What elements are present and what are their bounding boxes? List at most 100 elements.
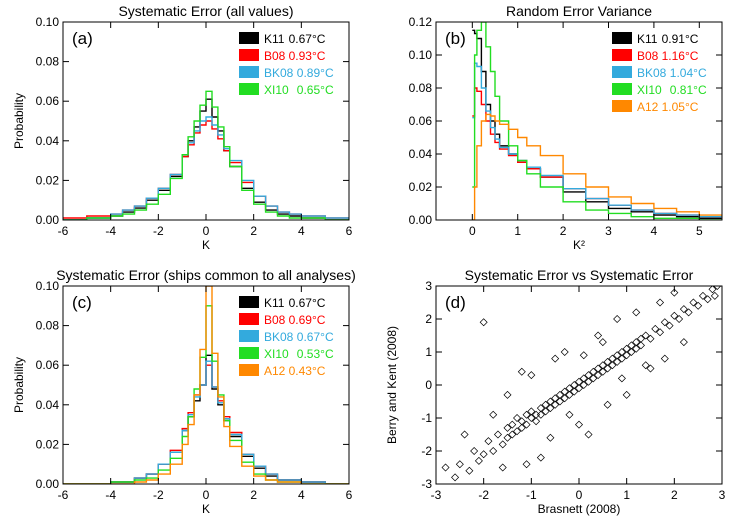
legend-swatch	[612, 66, 632, 78]
x-tick-label: 2	[560, 224, 567, 238]
data-point	[551, 354, 560, 363]
legend-swatch	[239, 330, 259, 342]
x-tick-label: -2	[478, 488, 489, 502]
x-tick-label: -2	[153, 488, 164, 502]
legend-name: K11	[637, 32, 658, 46]
legend-name: K11	[264, 296, 285, 310]
data-point	[579, 381, 588, 389]
legend-value: 0.93°C	[289, 49, 326, 63]
data-point	[489, 410, 498, 419]
chart-title: Systematic Error vs Systematic Error	[465, 267, 694, 283]
data-point	[551, 400, 560, 409]
data-point	[632, 344, 641, 353]
legend-value: 0.89°C	[297, 66, 334, 80]
data-point	[632, 308, 641, 317]
data-point	[641, 361, 650, 370]
x-tick-label: 1	[623, 488, 630, 502]
x-tick-label: 6	[346, 488, 353, 502]
y-tick-label: 0.10	[409, 48, 433, 62]
data-point	[584, 430, 593, 439]
data-point	[689, 298, 698, 307]
series-line-b08	[63, 120, 349, 219]
data-point	[575, 420, 583, 429]
legend-swatch	[239, 296, 259, 308]
data-point	[660, 318, 669, 327]
y-tick-label: 0.08	[409, 81, 433, 95]
x-tick-label: -4	[105, 488, 116, 502]
x-tick-label: 0	[576, 488, 583, 502]
x-tick-label: 4	[298, 224, 305, 238]
legend-swatch	[239, 32, 259, 44]
data-point	[503, 423, 512, 432]
data-point	[670, 288, 679, 297]
x-tick-label: 2	[671, 488, 678, 502]
legend-value: 0.65°C	[297, 83, 334, 97]
y-tick-label: 0.10	[36, 279, 60, 293]
y-tick-label: 0	[425, 378, 432, 392]
legend-value: 1.16°C	[662, 49, 699, 63]
data-point	[565, 390, 574, 399]
data-point	[565, 410, 574, 419]
y-tick-label: 0.02	[36, 437, 60, 451]
y-tick-label: 0.06	[36, 94, 60, 108]
data-point	[665, 321, 674, 330]
x-tick-label: 5	[696, 224, 703, 238]
plot-area	[472, 22, 722, 220]
legend-name: BK08	[264, 330, 294, 344]
data-point	[594, 371, 603, 380]
data-point	[460, 430, 469, 439]
legend-swatch	[612, 32, 632, 44]
data-point	[598, 367, 607, 376]
data-point	[613, 315, 622, 323]
data-point	[479, 450, 488, 459]
panel-1: Systematic Error (all values) -6 -4 -2 0 2 4 6 0…	[12, 3, 353, 252]
legend-value: 0.53°C	[297, 347, 334, 361]
data-point	[508, 430, 517, 439]
data-point	[555, 397, 564, 406]
legend-value: 0.69°C	[289, 313, 326, 327]
legend-name: XI10	[264, 83, 289, 97]
data-point	[455, 460, 464, 469]
data-point	[503, 433, 512, 442]
y-tick-label: -2	[421, 444, 432, 458]
x-tick-label: -3	[431, 488, 442, 502]
y-axis-label: Berry and Kent (2008)	[385, 326, 399, 444]
data-point	[451, 473, 460, 482]
x-tick-label: -2	[153, 224, 164, 238]
x-tick-label: -6	[58, 488, 69, 502]
y-tick-label: 0.04	[36, 398, 60, 412]
legend-swatch	[612, 100, 632, 112]
data-point	[703, 295, 712, 304]
legend-value: 1.05°C	[662, 100, 699, 114]
data-point	[584, 377, 593, 386]
chart-title: Random Error Variance	[506, 3, 652, 19]
legend-name: B08	[264, 49, 286, 63]
data-point	[474, 456, 483, 465]
x-tick-label: 0	[203, 224, 210, 238]
data-point	[646, 334, 655, 343]
data-point	[594, 331, 603, 340]
y-tick-label: 0.00	[36, 213, 60, 227]
data-point	[570, 387, 579, 396]
plot-area	[63, 90, 349, 220]
series-line-a12	[472, 113, 722, 220]
x-tick-label: 2	[250, 488, 257, 502]
data-point	[517, 367, 526, 376]
data-point	[698, 291, 707, 300]
y-tick-label: 0.02	[36, 173, 60, 187]
data-point	[656, 328, 665, 337]
x-axis-label: K	[202, 502, 210, 516]
x-axis-label: K²	[573, 238, 585, 252]
y-tick-label: 0.06	[409, 114, 433, 128]
data-point	[622, 390, 631, 399]
x-tick-label: 3	[605, 224, 612, 238]
panel-3: Systematic Error (ships common to all an…	[12, 267, 356, 516]
x-axis-label: Brasnett (2008)	[538, 502, 621, 516]
data-point	[546, 404, 555, 413]
series-line-bk08	[63, 360, 349, 484]
legend-value: 0.67°C	[297, 330, 334, 344]
data-point	[536, 410, 545, 419]
series-line-a12	[63, 286, 349, 484]
y-tick-label: -3	[421, 477, 432, 491]
legend-name: XI10	[637, 83, 662, 97]
